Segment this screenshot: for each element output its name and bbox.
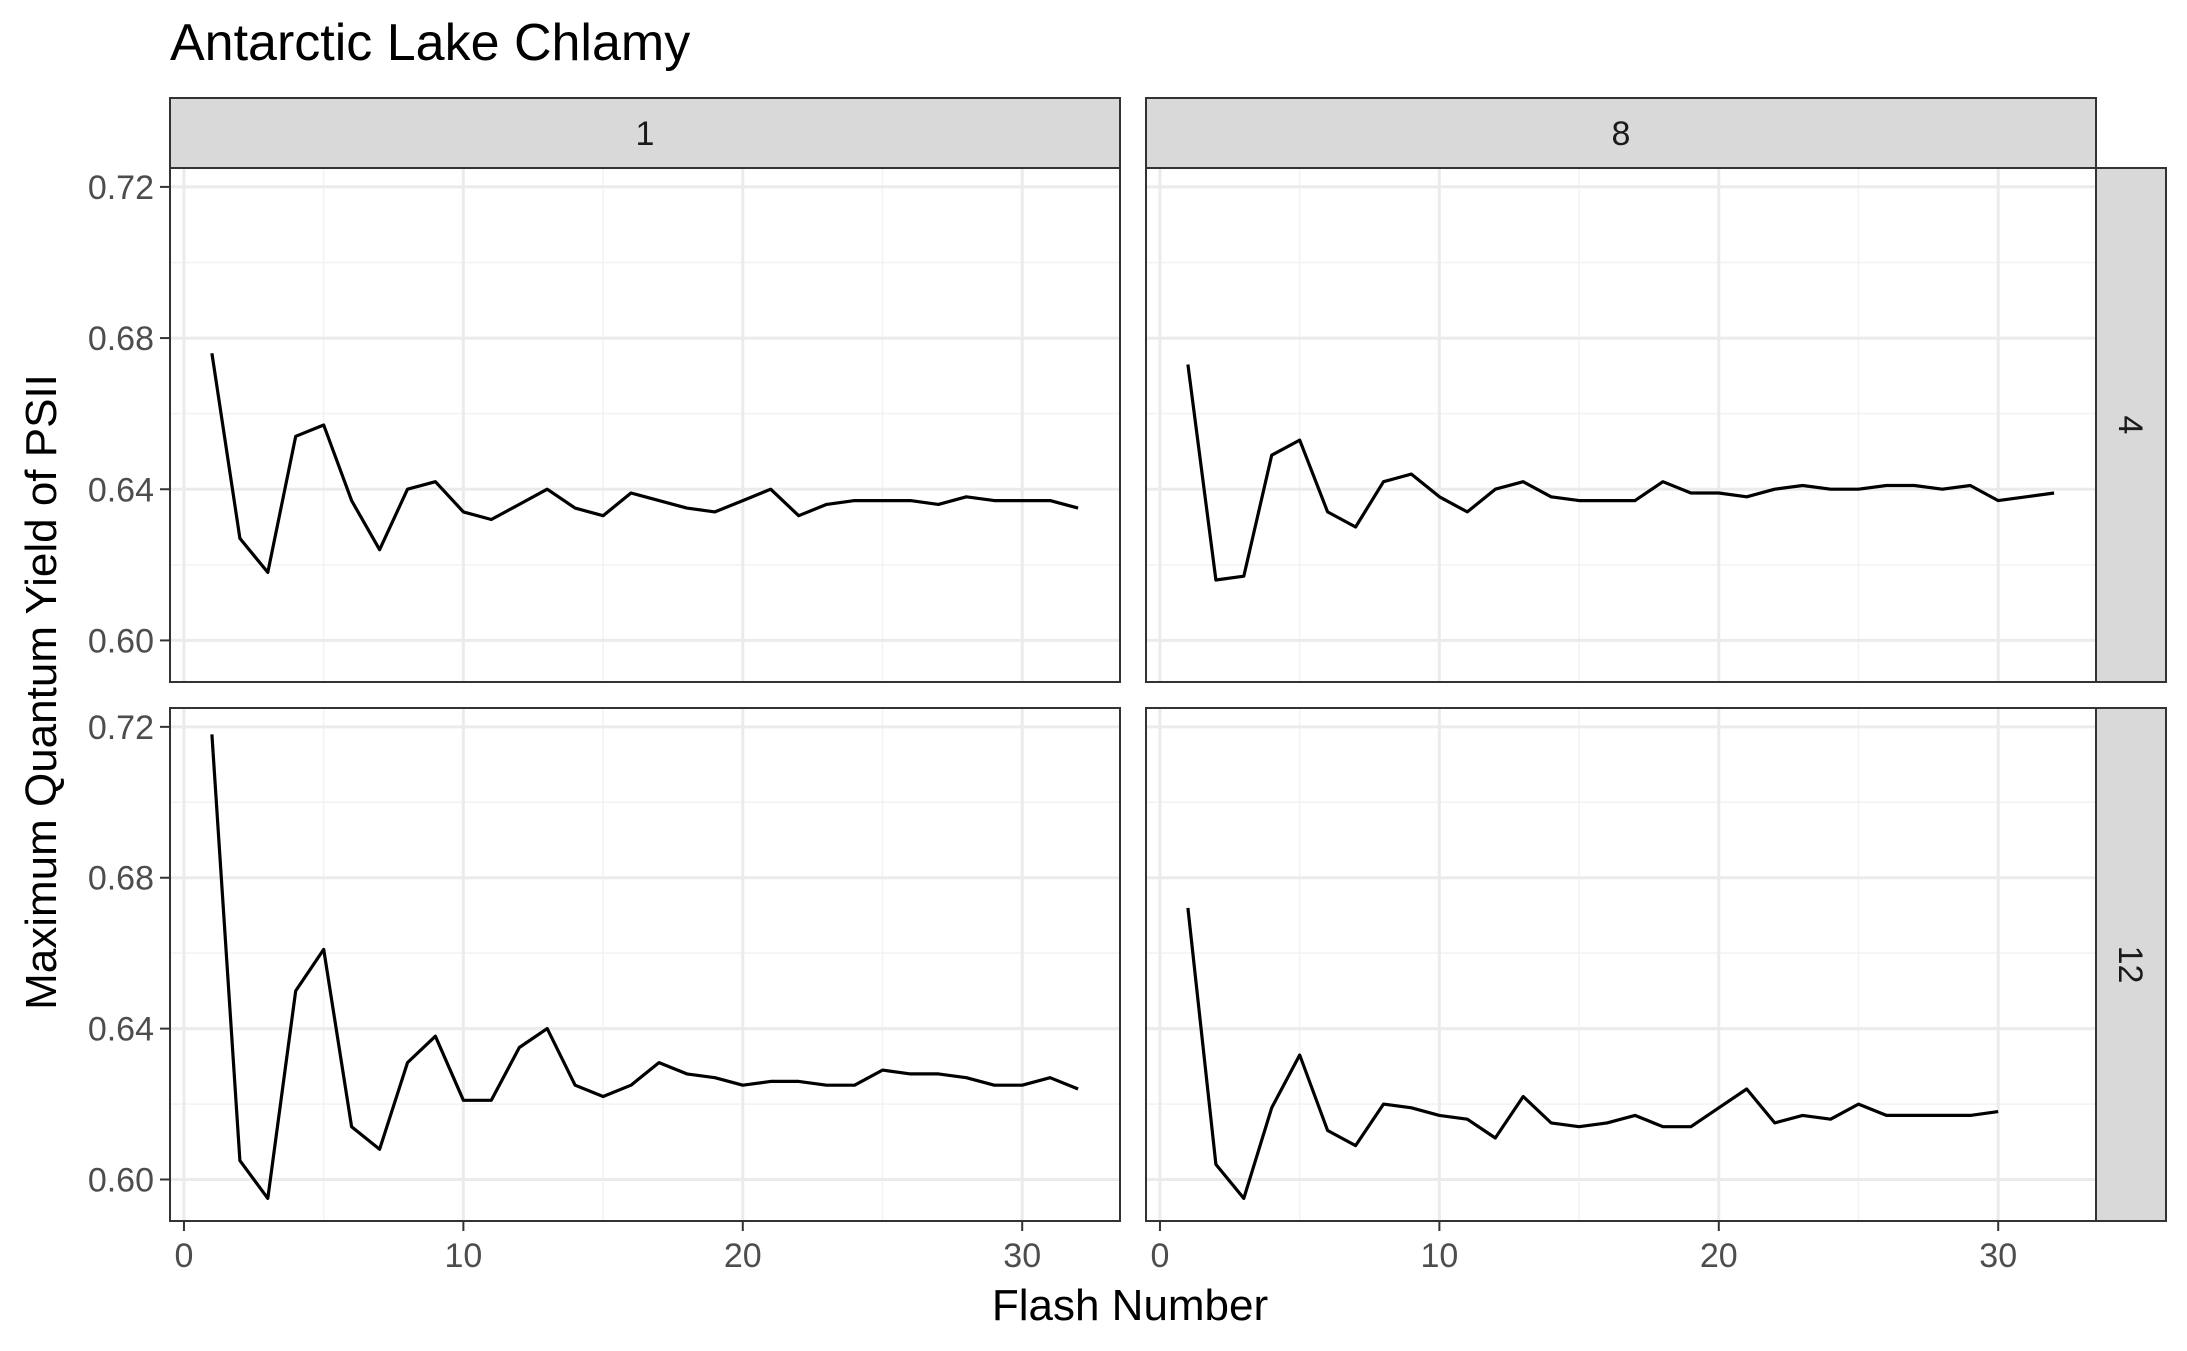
panel-border bbox=[169, 707, 1121, 1222]
series-line bbox=[1186, 907, 1999, 1201]
column-strip bbox=[1145, 97, 2097, 169]
x-axis-title: Flash Number bbox=[992, 1281, 1268, 1330]
row-strip bbox=[2095, 167, 2167, 683]
panel-8-12 bbox=[1145, 707, 2097, 1222]
series-line bbox=[210, 734, 1079, 1201]
panel-1-4 bbox=[169, 167, 1121, 683]
series-line bbox=[210, 352, 1079, 575]
y-tick-label: 0.64 bbox=[88, 1011, 154, 1049]
x-tick-label: 0 bbox=[175, 1237, 194, 1275]
y-tick-label: 0.72 bbox=[88, 709, 154, 747]
plot-layer: 1 8 4 12 0.60 0.64 0.68 0.72 0.60 0.64 0.68 0.72 0 10… bbox=[88, 97, 2167, 1275]
x-tick-label: 30 bbox=[1979, 1237, 2017, 1275]
column-strip bbox=[169, 97, 1121, 169]
y-tick-label: 0.68 bbox=[88, 320, 154, 358]
column-strip-label: 8 bbox=[1612, 115, 1631, 153]
panel-border bbox=[1145, 707, 2097, 1222]
x-tick-label: 10 bbox=[444, 1237, 482, 1275]
x-tick-label: 10 bbox=[1420, 1237, 1458, 1275]
y-tick-label: 0.60 bbox=[88, 1162, 154, 1200]
x-tick-label: 20 bbox=[724, 1237, 762, 1275]
y-axis-title: Maximum Quantum Yield of PSII bbox=[17, 374, 66, 1010]
series-line bbox=[1186, 364, 2055, 582]
y-tick-label: 0.68 bbox=[88, 860, 154, 898]
row-strip bbox=[2095, 707, 2167, 1222]
x-tick-label: 20 bbox=[1700, 1237, 1738, 1275]
x-tick-label: 30 bbox=[1003, 1237, 1041, 1275]
panel-1-12 bbox=[169, 707, 1121, 1222]
y-tick-label: 0.64 bbox=[88, 471, 154, 509]
panel-8-4 bbox=[1145, 167, 2097, 683]
row-strip-label: 4 bbox=[2111, 416, 2149, 435]
y-tick-label: 0.60 bbox=[88, 622, 154, 660]
panel-border bbox=[169, 167, 1121, 683]
x-tick-label: 0 bbox=[1151, 1237, 1170, 1275]
column-strip-label: 1 bbox=[636, 115, 655, 153]
row-strip-label: 12 bbox=[2111, 946, 2149, 984]
chart-title: Antarctic Lake Chlamy bbox=[170, 14, 690, 72]
y-tick-label: 0.72 bbox=[88, 169, 154, 207]
panel-border bbox=[1145, 167, 2097, 683]
